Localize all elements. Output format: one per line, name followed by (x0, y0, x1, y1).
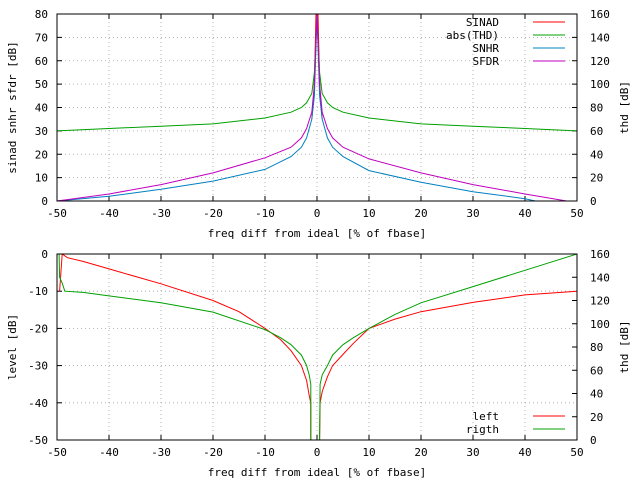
y2-tick-label: 140 (590, 271, 610, 284)
x-tick-label: -30 (151, 446, 171, 459)
x-tick-label: -20 (203, 207, 223, 220)
y-tick-label: 10 (35, 172, 48, 185)
y2-tick-label: 40 (590, 388, 603, 401)
y-tick-label: 80 (35, 8, 48, 21)
y-tick-label: 40 (35, 102, 48, 115)
x-tick-label: -50 (47, 446, 67, 459)
y-tick-label: -50 (28, 434, 48, 447)
y2-tick-label: 140 (590, 31, 610, 44)
x-tick-label: 0 (314, 446, 321, 459)
x-axis-label: freq diff from ideal [% of fbase] (208, 227, 427, 240)
y2-tick-label: 100 (590, 318, 610, 331)
series-line-sfdr (57, 14, 567, 201)
chart-panel-2: -50 -40 -30 -20 -10 0 10 20 30 40 50 -50 -40 -30 -20 -1… (6, 248, 631, 479)
x-tick-label: 50 (570, 446, 583, 459)
y2-tick-label: 20 (590, 411, 603, 424)
y-tick-label: 60 (35, 55, 48, 68)
x-tick-label: 0 (314, 207, 321, 220)
x-tick-label: 40 (518, 207, 531, 220)
y-tick-label: 0 (41, 248, 48, 261)
x-tick-label: -10 (255, 207, 275, 220)
x-tick-label: 20 (414, 207, 427, 220)
x-tick-label: 50 (570, 207, 583, 220)
x-tick-label: 30 (466, 207, 479, 220)
x-tick-label: 10 (362, 446, 375, 459)
y-tick-label: 0 (41, 195, 48, 208)
y2-tick-label: 80 (590, 102, 603, 115)
y2-tick-label: 0 (590, 195, 597, 208)
legend-label: SINAD (466, 16, 499, 29)
y2-tick-label: 160 (590, 8, 610, 21)
y-tick-label: 70 (35, 31, 48, 44)
legend-label: SNHR (473, 42, 500, 55)
chart-panel-1: -50 -40 -30 -20 -10 0 10 20 30 40 50 0 10 20 30 40 50 60 7… (6, 8, 631, 240)
y-tick-label: 50 (35, 78, 48, 91)
y-axis-label: sinad snhr sfdr [dB] (6, 41, 19, 173)
plot-frame (56, 13, 578, 202)
x-tick-label: 20 (414, 446, 427, 459)
series-line-snhr (57, 14, 536, 201)
legend-label: SFDR (473, 55, 500, 68)
y2-tick-label: 20 (590, 172, 603, 185)
series-line-abs-thd (57, 14, 577, 132)
legend-label: abs(THD) (446, 29, 499, 42)
y-tick-label: -20 (28, 322, 48, 335)
x-tick-label: 10 (362, 207, 375, 220)
x-tick-label: -50 (47, 207, 67, 220)
series-line-left (59, 254, 577, 440)
y-tick-label: -40 (28, 397, 48, 410)
x-tick-label: -30 (151, 207, 171, 220)
y2-tick-label: 60 (590, 125, 603, 138)
y2-tick-label: 0 (590, 434, 597, 447)
y-tick-label: 20 (35, 148, 48, 161)
x-tick-label: -40 (99, 207, 119, 220)
y2-axis-label: thd [dB] (618, 321, 631, 374)
x-axis-label: freq diff from ideal [% of fbase] (208, 466, 427, 479)
x-tick-label: -20 (203, 446, 223, 459)
x-tick-label: 40 (518, 446, 531, 459)
y-axis-label: level [dB] (6, 314, 19, 380)
y2-axis-label: thd [dB] (618, 81, 631, 134)
x-tick-label: -40 (99, 446, 119, 459)
y2-tick-label: 160 (590, 248, 610, 261)
y2-tick-label: 120 (590, 55, 610, 68)
plot-frame (56, 253, 578, 441)
y-tick-label: 30 (35, 125, 48, 138)
legend-label: rigth (466, 423, 499, 436)
y2-tick-label: 120 (590, 295, 610, 308)
y-tick-label: -30 (28, 360, 48, 373)
legend-label: left (473, 410, 500, 423)
y-tick-label: -10 (28, 285, 48, 298)
x-tick-label: 30 (466, 446, 479, 459)
y2-tick-label: 40 (590, 148, 603, 161)
series-line-rigth (58, 254, 577, 440)
y2-tick-label: 100 (590, 78, 610, 91)
x-tick-label: -10 (255, 446, 275, 459)
y2-tick-label: 60 (590, 364, 603, 377)
y2-tick-label: 80 (590, 341, 603, 354)
